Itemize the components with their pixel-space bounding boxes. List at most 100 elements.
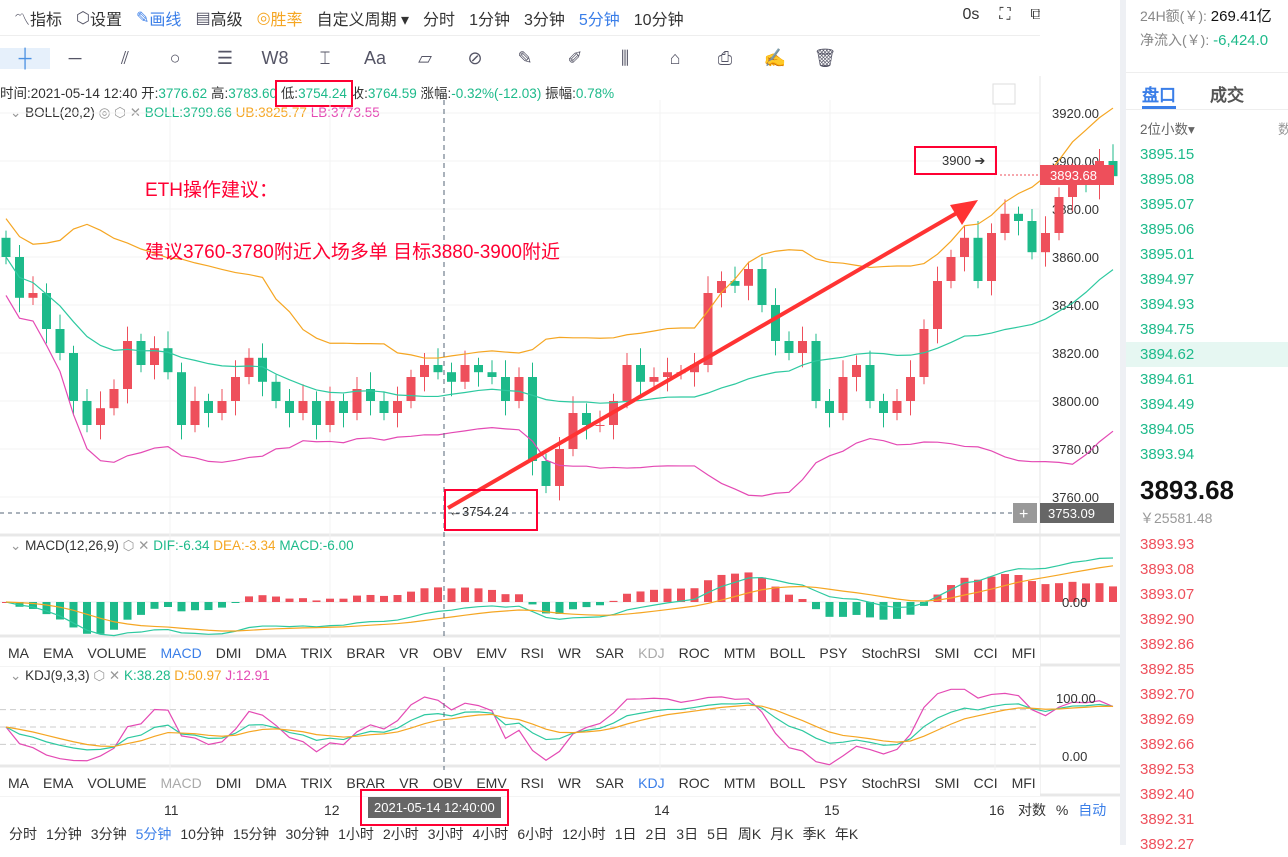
kline-chart[interactable]: 3920.003900.003880.003860.003840.003820.… xyxy=(0,0,1120,845)
indicator-tab[interactable]: DMI xyxy=(215,645,242,661)
indicator-tab[interactable]: EMV xyxy=(476,775,507,791)
indicator-tab[interactable]: EMV xyxy=(476,645,507,661)
indicator-tab[interactable]: WR xyxy=(558,775,582,791)
indicator-tab[interactable]: RSI xyxy=(520,775,545,791)
drawing-tool-icon[interactable]: ⎙ xyxy=(717,47,733,68)
indicator-tab[interactable]: ROC xyxy=(678,775,710,791)
indicator-tab[interactable]: MTM xyxy=(723,775,756,791)
drawing-tool-icon[interactable]: ⫽ xyxy=(120,47,130,68)
toolbar-item[interactable]: 画线 xyxy=(149,11,182,29)
orderbook-row[interactable]: 3892.31 xyxy=(1140,811,1195,828)
indicator-tab[interactable]: WR xyxy=(558,645,582,661)
window-control[interactable]: ⧉ xyxy=(1030,5,1042,23)
orderbook-row[interactable]: 3895.01 xyxy=(1140,246,1195,263)
orderbook-row[interactable]: 3892.69 xyxy=(1140,711,1195,728)
period-option[interactable]: 10分钟 xyxy=(180,826,224,842)
period-option[interactable]: 5分钟 xyxy=(135,826,172,842)
orderbook-row[interactable]: 3892.90 xyxy=(1140,611,1195,628)
period-option[interactable]: 12小时 xyxy=(562,826,606,842)
orderbook-row[interactable]: 3895.08 xyxy=(1140,171,1195,188)
orderbook-row[interactable]: 3894.61 xyxy=(1140,371,1195,388)
indicator-tab[interactable]: VR xyxy=(399,775,419,791)
decimals-select[interactable]: 2位小数▾ xyxy=(1140,122,1195,137)
period-option[interactable]: 30分钟 xyxy=(285,826,330,842)
drawing-tool-icon[interactable]: W8 xyxy=(261,47,289,68)
drawing-tool-icon[interactable]: Aa xyxy=(363,47,387,68)
indicator-tab[interactable]: SMI xyxy=(934,775,960,791)
indicator-tab[interactable]: CCI xyxy=(973,775,998,791)
indicator-tab[interactable]: StochRSI xyxy=(861,775,921,791)
period-option[interactable]: 4小时 xyxy=(472,826,509,842)
toolbar-item[interactable]: 10分钟 xyxy=(633,11,684,29)
percent-toggle[interactable]: % xyxy=(1055,802,1069,818)
drawing-tool-icon[interactable]: ⌶ xyxy=(319,47,331,68)
period-option[interactable]: 15分钟 xyxy=(232,826,277,842)
drawing-tool-icon[interactable]: 🗑 xyxy=(813,47,837,68)
indicator-tab[interactable]: CCI xyxy=(973,645,998,661)
period-option[interactable]: 年K xyxy=(834,826,859,842)
indicator-tab[interactable]: EMA xyxy=(43,775,74,791)
orderbook-row[interactable]: 3893.93 xyxy=(1140,536,1195,553)
orderbook-row[interactable]: 3892.66 xyxy=(1140,736,1195,753)
orderbook-row[interactable]: 3892.70 xyxy=(1140,686,1195,703)
period-option[interactable]: 5日 xyxy=(707,826,729,842)
drawing-tool-icon[interactable]: ┼ xyxy=(0,47,50,69)
period-option[interactable]: 3小时 xyxy=(427,826,464,842)
drawing-tool-icon[interactable]: ○ xyxy=(169,47,181,68)
toolbar-item[interactable]: 指标 xyxy=(30,11,63,29)
orderbook-row[interactable]: 3894.62 xyxy=(1126,342,1288,367)
indicator-tab[interactable]: MFI xyxy=(1011,645,1036,661)
indicator-tab[interactable]: RSI xyxy=(520,645,545,661)
orderbook-row[interactable]: 3892.53 xyxy=(1140,761,1195,778)
indicator-tab[interactable]: BOLL xyxy=(769,645,806,661)
drawing-tool-icon[interactable]: ⫼ xyxy=(620,47,630,68)
toolbar-item[interactable]: 高级 xyxy=(210,11,243,29)
period-option[interactable]: 分时 xyxy=(9,826,37,842)
indicator-tab[interactable]: DMA xyxy=(255,645,287,661)
indicator-tab[interactable]: MACD xyxy=(160,775,202,791)
drawing-tool-icon[interactable]: ✎ xyxy=(517,47,533,68)
orderbook-row[interactable]: 3894.93 xyxy=(1140,296,1195,313)
indicator-tab[interactable]: MACD xyxy=(160,645,202,661)
indicator-tab[interactable]: SAR xyxy=(595,775,625,791)
indicator-tab[interactable]: OBV xyxy=(432,775,463,791)
orderbook-row[interactable]: 3893.07 xyxy=(1140,586,1195,603)
indicator-tab[interactable]: TRIX xyxy=(300,645,333,661)
indicator-tab[interactable]: MFI xyxy=(1011,775,1036,791)
indicator-tab[interactable]: SMI xyxy=(934,645,960,661)
toolbar-item[interactable]: 自定义周期 ▾ xyxy=(316,11,410,29)
drawing-tool-icon[interactable]: ✐ xyxy=(567,47,583,68)
indicator-tab[interactable]: KDJ xyxy=(638,645,665,661)
indicator-tab[interactable]: VOLUME xyxy=(87,775,147,791)
indicator-tab[interactable]: BOLL xyxy=(769,775,806,791)
indicator-tab[interactable]: VR xyxy=(399,645,419,661)
indicator-tab[interactable]: BRAR xyxy=(346,645,386,661)
period-option[interactable]: 1小时 xyxy=(338,826,374,842)
orderbook-row[interactable]: 3893.94 xyxy=(1140,446,1195,463)
period-option[interactable]: 6小时 xyxy=(517,826,554,842)
auto-toggle[interactable]: 自动 xyxy=(1078,802,1107,818)
drawing-tool-icon[interactable]: ─ xyxy=(68,47,82,68)
period-option[interactable]: 周K xyxy=(737,826,762,842)
indicator-tab[interactable]: BRAR xyxy=(346,775,386,791)
orderbook-row[interactable]: 3894.97 xyxy=(1140,271,1195,288)
toolbar-item[interactable]: 分时 xyxy=(423,11,456,29)
orderbook-row[interactable]: 3894.05 xyxy=(1140,421,1195,438)
indicator-tab[interactable]: StochRSI xyxy=(861,645,921,661)
indicator-tab[interactable]: SAR xyxy=(595,645,625,661)
period-option[interactable]: 3日 xyxy=(676,826,699,842)
orderbook-row[interactable]: 3894.49 xyxy=(1140,396,1195,413)
period-option[interactable]: 月K xyxy=(770,826,794,842)
toolbar-item[interactable]: 5分钟 xyxy=(578,11,620,29)
indicator-tab[interactable]: PSY xyxy=(819,775,848,791)
period-option[interactable]: 1分钟 xyxy=(46,826,82,842)
drawing-tool-icon[interactable]: ⊘ xyxy=(467,47,483,68)
indicator-tab[interactable]: KDJ xyxy=(638,775,665,791)
tab-orderbook[interactable]: 盘口 xyxy=(1142,81,1176,109)
log-scale-toggle[interactable]: 对数 xyxy=(1018,802,1046,818)
period-option[interactable]: 1日 xyxy=(614,826,637,842)
tab-trades[interactable]: 成交 xyxy=(1210,86,1244,105)
drawing-tool-icon[interactable]: ▱ xyxy=(418,47,432,68)
indicator-tab[interactable]: ROC xyxy=(678,645,710,661)
period-option[interactable]: 2日 xyxy=(645,826,668,842)
